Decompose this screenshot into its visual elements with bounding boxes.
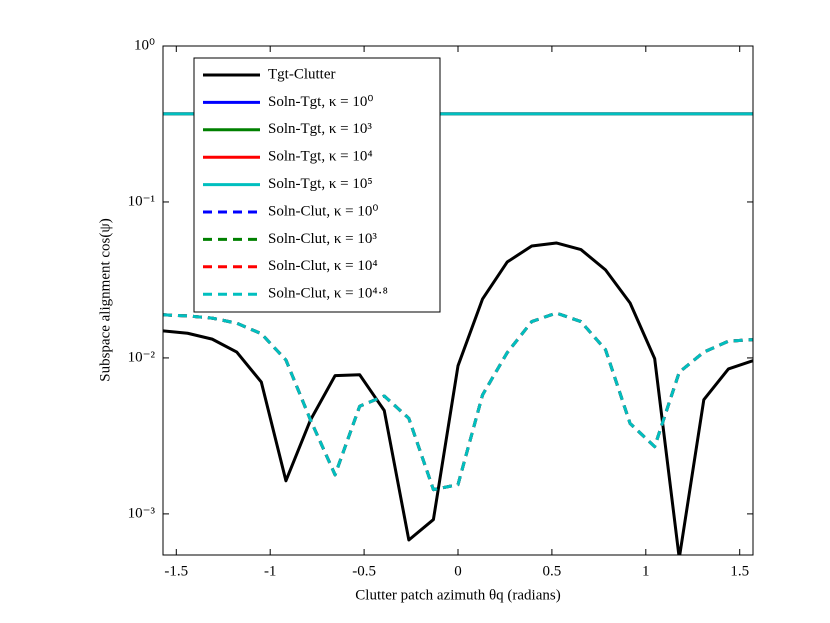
y-tick-label: 10⁻² <box>128 349 156 365</box>
x-tick-label: 1.5 <box>730 563 749 579</box>
legend-label: Soln-Clut, κ = 10⁴ <box>268 258 378 274</box>
legend-label: Soln-Tgt, κ = 10⁴ <box>268 149 373 165</box>
legend-label: Soln-Tgt, κ = 10³ <box>268 121 372 137</box>
x-tick-label: 1 <box>642 563 650 579</box>
legend-label: Soln-Tgt, κ = 10⁰ <box>268 94 373 110</box>
legend-label: Soln-Tgt, κ = 10⁵ <box>268 176 373 192</box>
x-axis-label: Clutter patch azimuth θq (radians) <box>355 587 560 603</box>
series-line <box>163 241 753 555</box>
legend-label: Soln-Clut, κ = 10⁰ <box>268 203 378 219</box>
x-tick-label: -0.5 <box>352 563 376 579</box>
x-tick-label: -1.5 <box>164 563 188 579</box>
legend: Tgt-Clutter Soln-Tgt, κ = 10⁰ Soln-Tgt, κ … <box>193 57 441 313</box>
x-tick-label: 0 <box>454 563 462 579</box>
legend-label: Soln-Clut, κ = 10⁴·⁸ <box>268 286 388 302</box>
y-tick-label: 10⁻³ <box>128 505 156 521</box>
x-tick-label: -1 <box>264 563 277 579</box>
x-tick-label: 0.5 <box>543 563 562 579</box>
y-tick-label: 10⁰ <box>134 37 155 53</box>
y-axis-label: Subspace alignment cos(ψ) <box>97 218 113 382</box>
legend-label: Soln-Clut, κ = 10³ <box>268 231 377 247</box>
legend-label: Tgt-Clutter <box>268 66 336 82</box>
series-line <box>163 311 753 492</box>
y-tick-label: 10⁻¹ <box>128 193 155 209</box>
